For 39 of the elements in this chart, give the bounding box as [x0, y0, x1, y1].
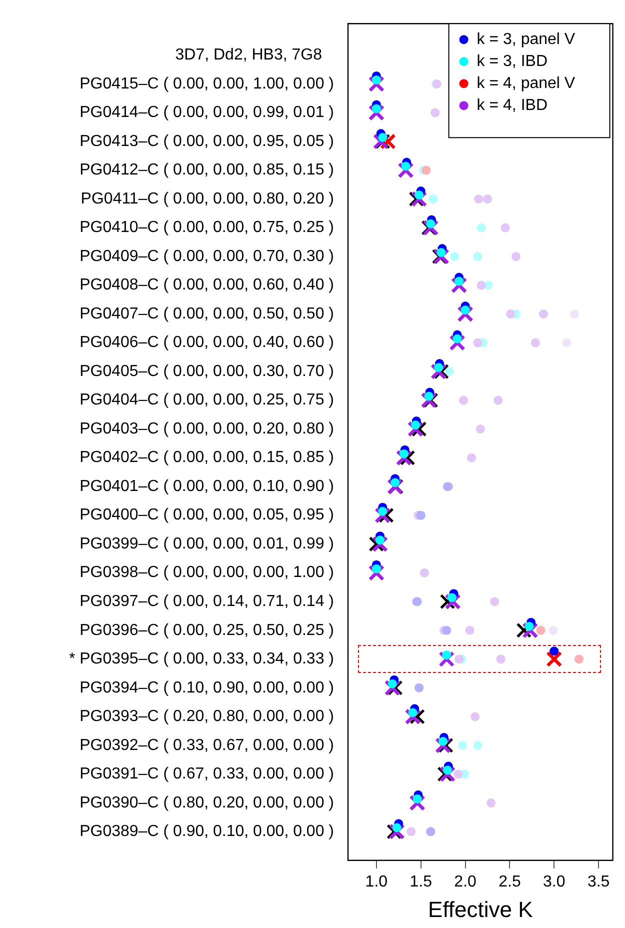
y-tick-label: PG0410–C ( 0.00, 0.00, 0.75, 0.25 )	[80, 219, 334, 236]
y-tick-label: PG0406–C ( 0.00, 0.00, 0.40, 0.60 )	[80, 334, 334, 352]
legend-label: k = 4, panel V	[476, 75, 576, 92]
y-tick-label: PG0409–C ( 0.00, 0.00, 0.70, 0.30 )	[80, 248, 334, 265]
y-tick-label: PG0404–C ( 0.00, 0.00, 0.25, 0.75 )	[80, 392, 334, 409]
y-tick-label: PG0401–C ( 0.00, 0.00, 0.10, 0.90 )	[80, 478, 334, 495]
x-tick-label: 2.5	[498, 873, 521, 890]
y-tick-label: PG0407–C ( 0.00, 0.00, 0.50, 0.50 )	[80, 305, 334, 322]
y-tick-label: PG0413–C ( 0.00, 0.00, 0.95, 0.05 )	[80, 132, 334, 150]
y-tick-label: PG0392–C ( 0.33, 0.67, 0.00, 0.00 )	[80, 736, 334, 754]
y-tick-label: PG0415–C ( 0.00, 0.00, 1.00, 0.00 )	[80, 75, 334, 92]
y-tick-label: PG0399–C ( 0.00, 0.00, 0.01, 0.99 )	[80, 535, 334, 552]
legend-label: k = 3, IBD	[476, 53, 548, 70]
y-tick-label: PG0400–C ( 0.00, 0.00, 0.05, 0.95 )	[80, 506, 334, 524]
y-tick-label: PG0405–C ( 0.00, 0.00, 0.30, 0.70 )	[80, 362, 334, 380]
y-tick-label: PG0403–C ( 0.00, 0.00, 0.20, 0.80 )	[80, 420, 334, 438]
text: 3D7, Dd2, HB3, 7G8	[175, 46, 322, 64]
y-tick-label: PG0394–C ( 0.10, 0.90, 0.00, 0.00 )	[80, 679, 334, 696]
y-tick-label: PG0412–C ( 0.00, 0.00, 0.85, 0.15 )	[80, 162, 334, 179]
x-axis-title: Effective K	[428, 896, 534, 922]
x-tick-label: 1.0	[365, 873, 388, 890]
y-tick-label: PG0397–C ( 0.00, 0.14, 0.71, 0.14 )	[80, 593, 334, 610]
y-tick-label: PG0411–C ( 0.00, 0.00, 0.80, 0.20 )	[80, 190, 334, 208]
legend-label: k = 4, IBD	[476, 97, 548, 114]
x-tick-label: 3.5	[587, 873, 610, 890]
y-tick-label: PG0402–C ( 0.00, 0.00, 0.15, 0.85 )	[80, 449, 334, 466]
x-tick-label: 3.0	[543, 873, 566, 890]
y-tick-label: PG0389–C ( 0.90, 0.10, 0.00, 0.00 )	[80, 823, 334, 840]
y-tick-label: PG0396–C ( 0.00, 0.25, 0.50, 0.25 )	[80, 622, 334, 639]
x-tick-label: 1.5	[410, 873, 432, 890]
y-tick-label: PG0393–C ( 0.20, 0.80, 0.00, 0.00 )	[80, 708, 334, 726]
x-tick-label: 2.0	[454, 873, 477, 890]
y-tick-label: PG0390–C ( 0.80, 0.20, 0.00, 0.00 )	[80, 794, 334, 812]
y-tick-label: PG0398–C ( 0.00, 0.00, 0.00, 1.00 )	[80, 564, 334, 582]
y-tick-label: PG0391–C ( 0.67, 0.33, 0.00, 0.00 )	[80, 766, 334, 783]
y-tick-label: * PG0395–C ( 0.00, 0.33, 0.34, 0.33 )	[68, 650, 334, 668]
legend-label: k = 3, panel V	[476, 31, 576, 48]
y-tick-label: PG0408–C ( 0.00, 0.00, 0.60, 0.40 )	[80, 276, 334, 294]
y-tick-label: PG0414–C ( 0.00, 0.00, 0.99, 0.01 )	[80, 104, 334, 122]
